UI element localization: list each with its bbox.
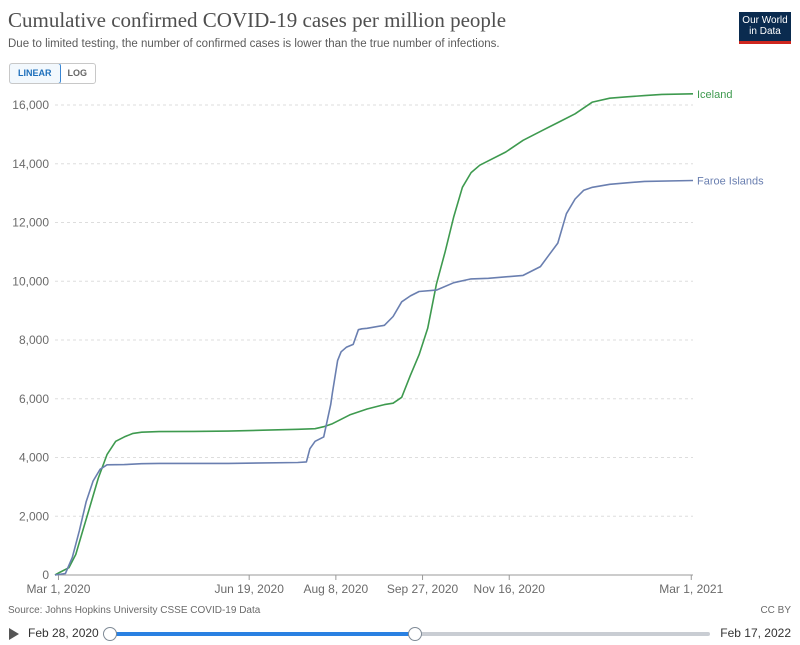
logo-line-1: Our World — [742, 15, 788, 26]
x-tick-label: Jun 19, 2020 — [214, 582, 284, 596]
timeline-start-date: Feb 28, 2020 — [28, 626, 99, 640]
y-tick-label: 4,000 — [19, 451, 49, 465]
timeline-end-date: Feb 17, 2022 — [720, 626, 791, 640]
license-link[interactable]: CC BY — [760, 605, 791, 616]
y-tick-label: 12,000 — [12, 216, 49, 230]
x-tick-label: Mar 1, 2020 — [26, 582, 90, 596]
linear-scale-button[interactable]: LINEAR — [10, 64, 61, 83]
timeline-start-handle[interactable] — [103, 627, 117, 641]
y-tick-label: 8,000 — [19, 333, 49, 347]
logo-accent-bar — [739, 41, 791, 44]
logo-line-2: in Data — [749, 26, 781, 37]
y-tick-label: 0 — [42, 568, 49, 582]
chart-title: Cumulative confirmed COVID-19 cases per … — [8, 8, 507, 32]
chart-subtitle: Due to limited testing, the number of co… — [8, 38, 500, 50]
x-tick-label: Mar 1, 2021 — [659, 582, 723, 596]
grid-lines — [55, 104, 693, 576]
play-icon[interactable] — [9, 628, 19, 640]
y-tick-label: 2,000 — [19, 509, 49, 523]
y-tick-label: 10,000 — [12, 274, 49, 288]
timeline-slider: Feb 28, 2020 Feb 17, 2022 — [0, 622, 800, 645]
x-axis-ticks: Mar 1, 2020 Jun 19, 2020 Aug 8, 2020 Sep 27… — [26, 575, 724, 596]
series-lines: Iceland Faroe Islands — [54, 89, 764, 576]
x-tick-label: Nov 16, 2020 — [474, 582, 546, 596]
series-line-iceland[interactable] — [54, 93, 694, 576]
timeline-track[interactable] — [103, 627, 710, 641]
y-axis-ticks: 0 2,000 4,000 6,000 8,000 10,000 12,000 14,000 1… — [12, 98, 49, 582]
y-tick-label: 16,000 — [12, 98, 49, 112]
timeline-selected-range — [110, 632, 415, 636]
line-chart: 0 2,000 4,000 6,000 8,000 10,000 12,000 14,000 1… — [12, 89, 764, 596]
our-world-in-data-logo[interactable]: Our World in Data — [739, 12, 791, 44]
scale-toggle: LINEAR LOG — [9, 63, 96, 84]
series-label-iceland[interactable]: Iceland — [697, 89, 732, 101]
series-label-faroe-islands[interactable]: Faroe Islands — [697, 175, 764, 187]
x-tick-label: Sep 27, 2020 — [387, 582, 459, 596]
y-tick-label: 6,000 — [19, 392, 49, 406]
series-line-faroe-islands[interactable] — [54, 179, 694, 576]
source-note: Source: Johns Hopkins University CSSE CO… — [8, 605, 261, 616]
x-tick-label: Aug 8, 2020 — [303, 582, 368, 596]
timeline-end-handle[interactable] — [407, 627, 422, 641]
y-tick-label: 14,000 — [12, 157, 49, 171]
log-scale-button[interactable]: LOG — [67, 68, 88, 78]
